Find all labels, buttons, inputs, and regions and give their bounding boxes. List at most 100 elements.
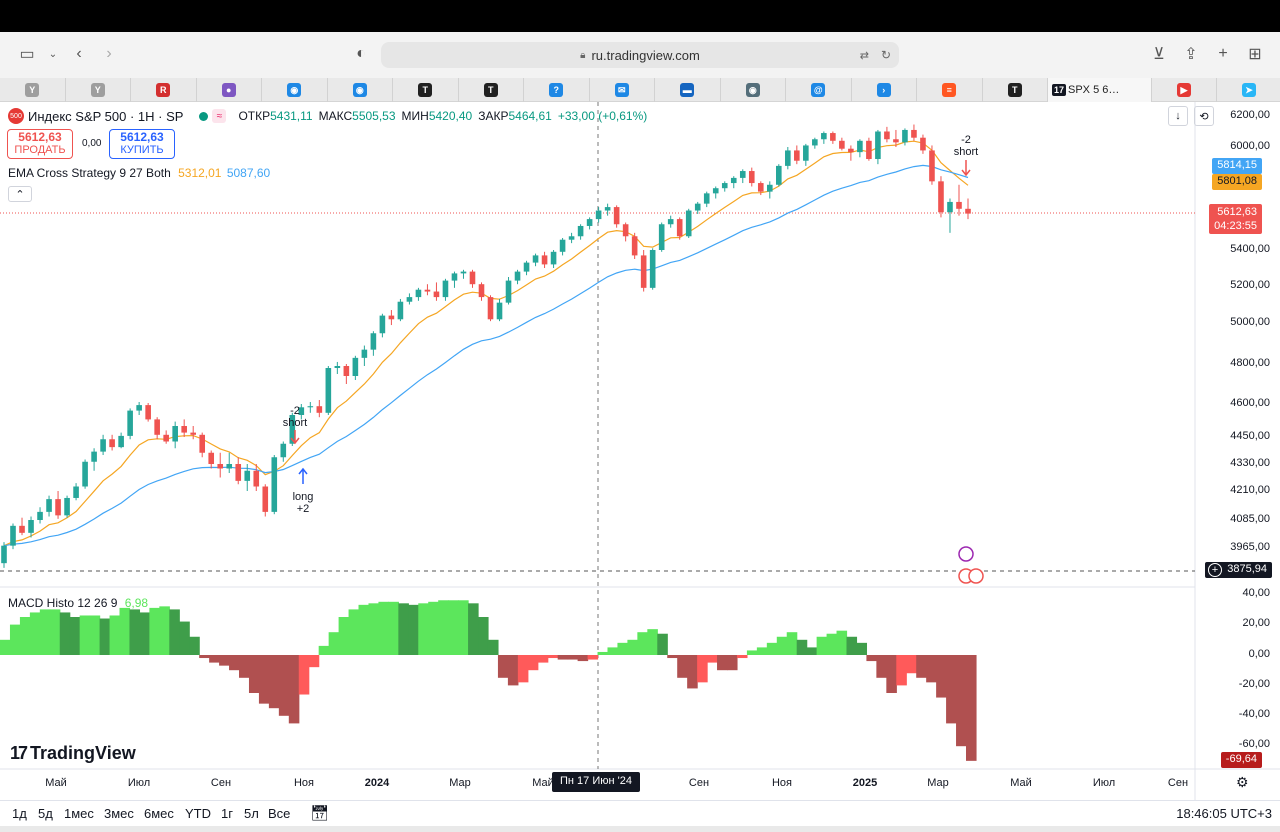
low-value: 5420,40 — [428, 109, 473, 123]
price-tick-label: 6000,00 — [1230, 140, 1270, 152]
time-tick-label: Июл — [1092, 777, 1116, 789]
candle-body — [361, 349, 368, 358]
calendar-icon[interactable]: 📅︎ — [310, 805, 330, 822]
browser-tab[interactable]: T — [983, 78, 1048, 102]
range-button[interactable]: 6мес — [144, 806, 174, 821]
candle-body — [893, 139, 899, 143]
clock[interactable]: 18:46:05 UTC+3 — [1176, 806, 1272, 821]
browser-tab[interactable]: ▬ — [655, 78, 721, 102]
candle-body — [217, 464, 224, 469]
browser-tab[interactable]: ● — [197, 78, 262, 102]
buy-button[interactable]: 5612,63 КУПИТЬ — [109, 129, 175, 159]
range-button[interactable]: Все — [268, 806, 291, 821]
open-value: 5431,11 — [270, 109, 313, 123]
macd-bar — [49, 609, 61, 655]
browser-tab[interactable]: ? — [524, 78, 590, 102]
range-button[interactable]: YTD — [185, 806, 211, 821]
symbol-title[interactable]: Индекс S&P 500 · 1Н · SP — [28, 108, 184, 124]
symbol-badge: 500 — [8, 108, 24, 124]
collapse-legend-button[interactable]: ⌃ — [8, 186, 32, 202]
price-tick-label: 4085,00 — [1230, 513, 1270, 525]
candle-body — [199, 434, 206, 453]
macd-bar — [497, 655, 509, 678]
range-button[interactable]: 3мес — [104, 806, 134, 821]
macd-bar — [826, 633, 838, 655]
sell-button[interactable]: 5612,63 ПРОДАТЬ — [7, 129, 73, 159]
browser-tab[interactable]: R — [131, 78, 197, 102]
macd-bar — [149, 607, 160, 655]
macd-bar — [199, 655, 210, 659]
range-button[interactable]: 5л — [244, 806, 259, 821]
candle-body — [803, 145, 809, 161]
macd-bar — [717, 655, 728, 671]
macd-bar — [866, 655, 877, 662]
browser-tab[interactable]: ◉ — [328, 78, 393, 102]
tradingview-logo[interactable]: 17 TradingView — [10, 743, 136, 764]
share-icon[interactable]: ⇪ — [1184, 46, 1198, 63]
chart-area[interactable]: -2 short long +2 -2 short 500 Индекс S&P 500 … — [0, 102, 1280, 802]
strategy-value-slow: 5087,60 — [226, 166, 271, 180]
macd-bar — [139, 612, 150, 655]
download-icon[interactable]: ⊻ — [1153, 46, 1165, 63]
forward-icon[interactable]: › — [106, 45, 112, 62]
chevron-down-icon[interactable]: ⌄ — [48, 48, 58, 60]
new-tab-icon[interactable]: + — [1218, 45, 1228, 62]
ema-fast-line — [3, 140, 969, 547]
candle-body — [550, 251, 557, 265]
back-icon[interactable]: ‹ — [76, 45, 82, 62]
macd-bar — [209, 655, 220, 663]
macd-bar — [229, 655, 240, 671]
candle-body — [514, 271, 521, 281]
settings-gear-icon[interactable]: ⚙ — [1236, 774, 1249, 790]
sidebar-toggle-icon[interactable]: ▭ — [19, 46, 35, 63]
signal-long-arrow — [298, 467, 308, 484]
browser-tab[interactable]: Y — [66, 78, 131, 102]
macd-tick-label: -60,00 — [1238, 738, 1270, 750]
time-tick-label: Май — [532, 777, 554, 789]
candle-body — [154, 419, 160, 435]
add-alert-icon[interactable]: + — [1208, 563, 1222, 577]
candle-body — [622, 224, 629, 237]
scroll-down-button[interactable]: ↓ — [1168, 106, 1188, 126]
address-bar[interactable]: 🔒︎ ru.tradingview.com ⇄ ↻ — [381, 42, 899, 68]
tab-overview-icon[interactable]: ⊞ — [1248, 46, 1262, 63]
macd-bar — [776, 636, 788, 655]
candle-body — [577, 225, 584, 237]
browser-tab[interactable]: T — [459, 78, 524, 102]
reload-icon[interactable]: ↻ — [880, 48, 891, 62]
browser-tab[interactable]: ➤ — [1217, 78, 1280, 102]
signal-short2-label: short — [954, 146, 978, 158]
browser-tab-active[interactable]: 17 SPX 5 6… — [1048, 78, 1152, 102]
translate-icon[interactable]: ⇄ — [859, 49, 869, 62]
browser-tab[interactable]: ≡ — [917, 78, 983, 102]
shield-icon[interactable]: ◐ — [356, 45, 366, 62]
signal-long-label: long — [293, 491, 314, 503]
browser-tab[interactable]: ▶ — [1152, 78, 1217, 102]
price-tick-label: 5000,00 — [1230, 316, 1270, 328]
macd-bar — [846, 636, 858, 655]
crosshair-date-label: Пн 17 Июн '24 — [552, 772, 640, 792]
range-button[interactable]: 1д — [12, 806, 27, 821]
candle-body — [929, 150, 935, 182]
candle-body — [46, 499, 52, 512]
browser-tab[interactable]: ◉ — [721, 78, 786, 102]
candle-body — [181, 426, 187, 433]
chevron-up-icon: ⌃ — [15, 188, 25, 201]
macd-legend[interactable]: MACD Histo 12 26 9 6,98 — [8, 596, 148, 610]
reset-button[interactable]: ⟲ — [1194, 106, 1214, 126]
browser-tab[interactable]: @ — [786, 78, 852, 102]
range-button[interactable]: 1г — [221, 806, 233, 821]
strategy-legend[interactable]: EMA Cross Strategy 9 27 Both 5312,01 508… — [8, 166, 270, 180]
macd-bar — [617, 642, 629, 655]
browser-tab[interactable]: ◉ — [262, 78, 328, 102]
browser-tab[interactable]: T — [393, 78, 459, 102]
indicator-wave-icon[interactable]: ≈ — [212, 109, 227, 123]
browser-tab[interactable]: ✉ — [590, 78, 655, 102]
macd-bar — [169, 609, 180, 655]
price-tick-label: 4210,00 — [1230, 484, 1270, 496]
browser-tab[interactable]: Y — [0, 78, 66, 102]
range-button[interactable]: 5д — [38, 806, 53, 821]
range-button[interactable]: 1мес — [64, 806, 94, 821]
browser-tab[interactable]: › — [852, 78, 917, 102]
